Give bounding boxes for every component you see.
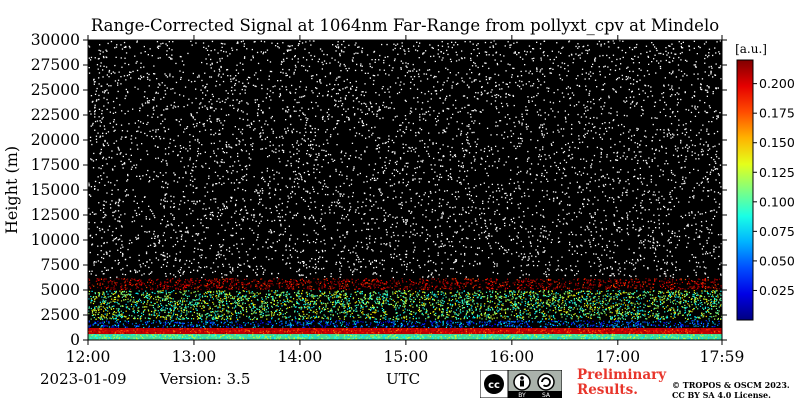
- y-tick-label: 0: [70, 331, 80, 349]
- colorbar-tick-label: 0.025: [759, 283, 795, 298]
- y-tick-label: 20000: [31, 131, 80, 149]
- version-label: Version: 3.5: [160, 370, 250, 388]
- signal-layer: [88, 334, 722, 340]
- colorbar-tick-label: 0.150: [759, 135, 795, 150]
- y-tick-label: 17500: [31, 156, 80, 174]
- share-alike-icon: [538, 374, 554, 390]
- colorbar-tick-label: 0.050: [759, 253, 795, 268]
- y-axis-label: Height (m): [2, 146, 21, 234]
- date-label: 2023-01-09: [40, 370, 126, 388]
- y-tick-label: 12500: [31, 206, 80, 224]
- colorbar-tick-label: 0.075: [759, 224, 795, 239]
- x-tick-label: 17:59: [700, 348, 745, 366]
- copyright-line-1: © TROPOS & OSCM 2023.: [672, 380, 790, 390]
- colorbar-tick-label: 0.100: [759, 194, 795, 209]
- y-tick-label: 5000: [41, 281, 80, 299]
- x-tick-label: 14:00: [278, 348, 323, 366]
- colorbar-tick-label: 0.125: [759, 165, 795, 180]
- y-tick-label: 27500: [31, 56, 80, 74]
- x-tick-label: 16:00: [490, 348, 535, 366]
- chart-title: Range-Corrected Signal at 1064nm Far-Ran…: [88, 16, 722, 35]
- by-label: BY: [518, 392, 526, 398]
- y-tick-label: 30000: [31, 31, 80, 49]
- preliminary-line-1: Preliminary: [577, 368, 666, 383]
- x-tick-label: 15:00: [384, 348, 429, 366]
- colorbar-tick-label: 0.175: [759, 106, 795, 121]
- y-tick-label: 15000: [31, 181, 80, 199]
- colorbar-tick-label: 0.200: [759, 76, 795, 91]
- x-tick-label: 12:00: [66, 348, 111, 366]
- y-tick-label: 25000: [31, 81, 80, 99]
- cc-license-badge: cc BY SA: [480, 370, 562, 398]
- colorbar-gradient: [737, 60, 753, 320]
- y-tick-label: 7500: [41, 256, 80, 274]
- preliminary-line-2: Results.: [577, 383, 666, 398]
- y-tick-label: 22500: [31, 106, 80, 124]
- preliminary-notice: Preliminary Results.: [577, 368, 666, 398]
- y-tick-label: 10000: [31, 231, 80, 249]
- sa-label: SA: [542, 392, 551, 398]
- timezone-label: UTC: [386, 370, 420, 388]
- y-tick-label: 2500: [41, 306, 80, 324]
- x-tick-label: 13:00: [172, 348, 217, 366]
- copyright-line-2: CC BY SA 4.0 License.: [672, 390, 790, 400]
- plot-area: [88, 40, 722, 340]
- signal-layer: [88, 328, 722, 334]
- x-tick-label: 17:00: [595, 348, 640, 366]
- copyright-notice: © TROPOS & OSCM 2023. CC BY SA 4.0 Licen…: [672, 380, 790, 400]
- colorbar-label: [a.u.]: [735, 42, 767, 56]
- colorbar: 0.025 0.050 0.075 0.100 0.125 0.150 0.175 0.200…: [735, 42, 795, 320]
